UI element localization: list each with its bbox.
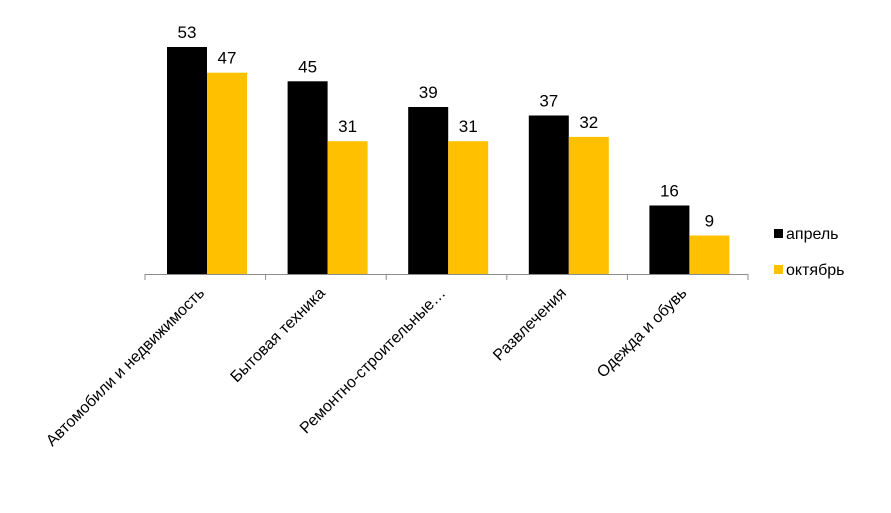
value-label-april-0: 53 [178, 23, 197, 42]
x-tick-label-2: Ремонтно-строительные… [297, 285, 449, 437]
bar-april-1 [287, 81, 328, 274]
value-label-october-2: 31 [459, 117, 478, 136]
value-label-october-3: 32 [579, 113, 598, 132]
legend-label-april: апрель [786, 226, 839, 243]
bar-october-1 [327, 141, 368, 274]
x-tick-label-0: Автомобили и недвижимость [43, 285, 208, 450]
bar-october-0 [207, 72, 247, 274]
bar-april-2 [408, 107, 449, 274]
value-label-april-1: 45 [298, 57, 317, 76]
bar-october-4 [689, 235, 730, 274]
x-tick-label-3: Развлечения [490, 285, 570, 365]
x-tick-label-4: Одежда и обувь [594, 285, 690, 381]
x-tick-labels: Автомобили и недвижимость Бытовая техника… [43, 285, 690, 450]
legend-swatch-april [774, 229, 783, 238]
value-label-april-2: 39 [419, 83, 438, 102]
value-label-april-3: 37 [539, 92, 558, 111]
value-label-october-1: 31 [338, 117, 357, 136]
bar-april-3 [528, 115, 569, 274]
bar-october-3 [568, 136, 609, 274]
bars-layer [167, 47, 730, 274]
bar-october-2 [448, 141, 489, 274]
value-label-april-4: 16 [660, 182, 679, 201]
legend: апрель октябрь [774, 226, 844, 279]
value-labels-layer: 53 45 39 37 16 47 31 31 32 9 [178, 23, 715, 231]
x-tick-label-1: Бытовая техника [228, 285, 329, 386]
legend-label-october: октябрь [786, 262, 844, 279]
value-label-october-0: 47 [218, 49, 237, 68]
bar-april-0 [167, 47, 207, 274]
legend-swatch-october [774, 265, 783, 274]
value-label-october-4: 9 [705, 212, 714, 231]
bar-april-4 [649, 205, 690, 274]
x-axis [144, 274, 749, 280]
